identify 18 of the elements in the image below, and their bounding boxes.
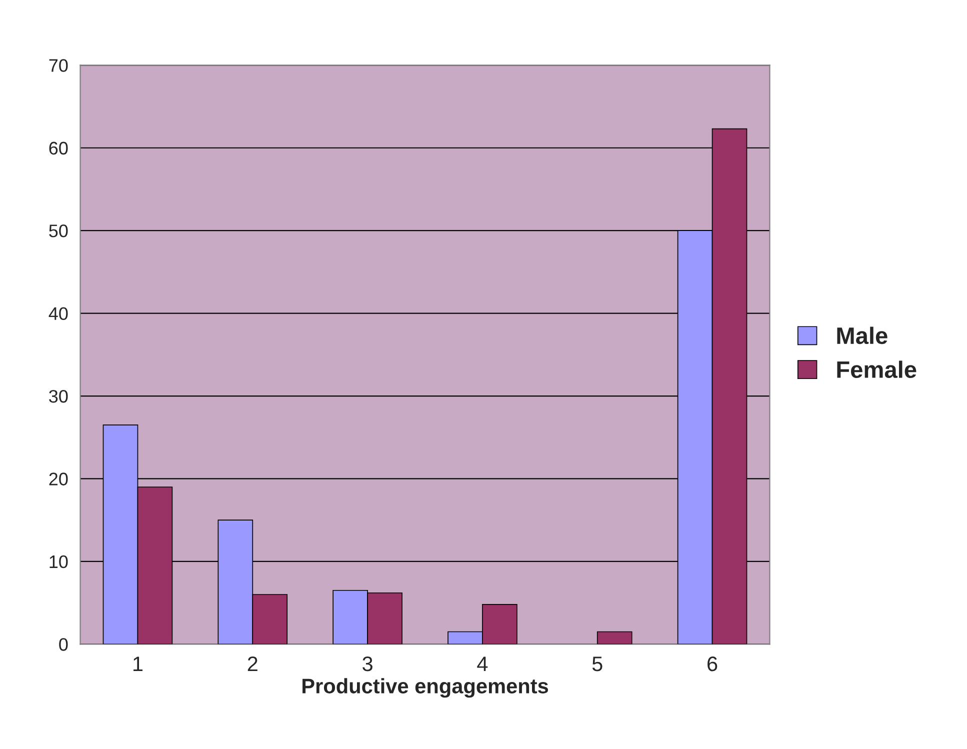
y-tick-label: 50 [49, 224, 68, 238]
bar [596, 631, 632, 644]
x-tick-label: 6 [708, 656, 718, 672]
legend-label: Female [837, 360, 916, 378]
y-tick-label: 10 [50, 555, 68, 568]
x-tick-label: 3 [362, 656, 372, 672]
y-tick-label: 70 [49, 59, 68, 72]
x-tick-label: 1 [134, 656, 142, 672]
x-tick-label: 2 [248, 656, 258, 672]
y-tick-label: 60 [49, 142, 68, 155]
y-tick-label: 20 [49, 472, 68, 486]
x-tick-label: 5 [592, 656, 602, 672]
x-tick-label: 4 [477, 656, 488, 672]
y-tick-label: 30 [49, 390, 68, 403]
legend-label: Male [837, 326, 888, 344]
x-axis-title: Productive engagements [302, 678, 548, 698]
y-tick-label: 40 [48, 307, 68, 320]
y-tick-label: 0 [59, 638, 68, 651]
